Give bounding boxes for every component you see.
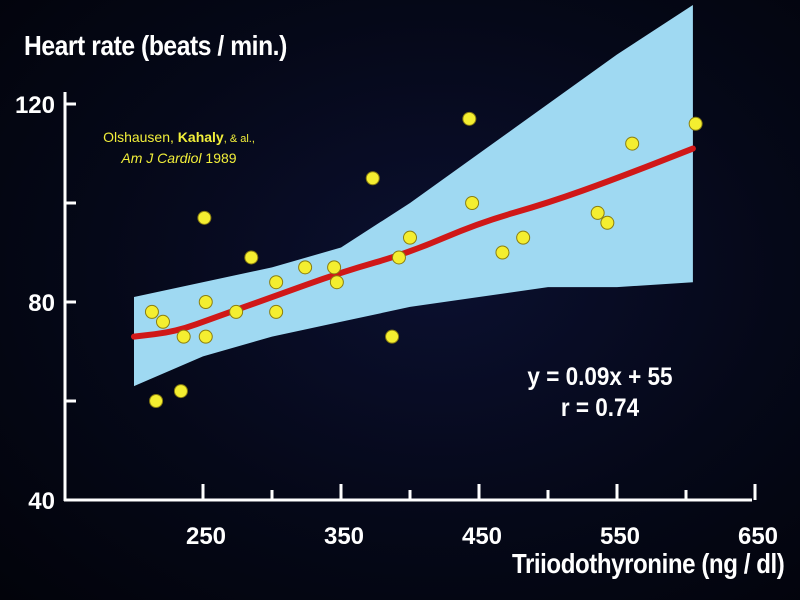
confidence-band [134,5,693,387]
data-point-20 [462,111,477,126]
y-tick-label-40: 40 [28,488,55,515]
regression-annotation: y = 0.09x + 55 r = 0.74 [510,362,690,424]
regression-equation: y = 0.09x + 55 [527,363,673,391]
data-point-4 [173,384,188,399]
data-point-11 [269,275,284,290]
x-tick-label-250: 250 [186,523,226,550]
data-point-7 [198,295,213,309]
data-point-19 [403,230,417,245]
data-point-25 [600,215,615,230]
regression-r: r = 0.74 [560,394,640,422]
regression-line [131,145,696,340]
data-point-26 [625,136,640,151]
data-point-21 [465,196,480,210]
data-point-16 [365,171,380,186]
y-tick-label-120: 120 [15,92,55,119]
data-point-12 [269,304,284,319]
citation-authors-line: Olshausen, Kahaly, & al., [84,128,274,149]
x-tick-label-450: 450 [462,523,502,550]
tick-labels: 40 80 120 250 350 450 550 650 [15,92,778,550]
citation-year: 1989 [201,150,237,166]
x-tick-label-350: 350 [324,523,364,550]
data-point-17 [385,329,400,344]
y-tick-label-80: 80 [28,290,55,317]
data-point-10 [244,250,259,265]
citation-author-bold: Kahaly [177,129,224,145]
axes [63,92,757,502]
citation-authors-suffix: , & al., [223,133,255,145]
data-point-8 [198,329,213,344]
data-point-1 [144,304,159,319]
citation-journal: Am J Cardiol [121,150,202,166]
x-axis-label: Triiodothyronine (ng / dl) [512,548,785,579]
data-point-15 [329,275,344,290]
data-point-27 [688,116,703,131]
data-point-24 [590,205,605,220]
x-tick-label-650: 650 [738,523,778,550]
data-point-3 [155,314,170,329]
data-point-18 [391,250,406,265]
x-tick-label-550: 550 [600,523,640,550]
y-axis-label: Heart rate (beats / min.) [24,30,287,61]
data-point-5 [176,329,191,344]
citation-journal-line: Am J Cardiol 1989 [84,149,274,168]
data-point-2 [149,394,164,408]
data-point-9 [229,304,244,319]
data-point-23 [516,230,531,245]
data-point-13 [298,260,313,275]
data-point-6 [197,210,212,225]
data-point-14 [327,260,342,275]
data-point-22 [495,245,510,260]
data-points [144,111,703,408]
citation-authors-prefix: Olshausen, [103,129,178,145]
citation: Olshausen, Kahaly, & al., Am J Cardiol 1… [84,128,274,168]
